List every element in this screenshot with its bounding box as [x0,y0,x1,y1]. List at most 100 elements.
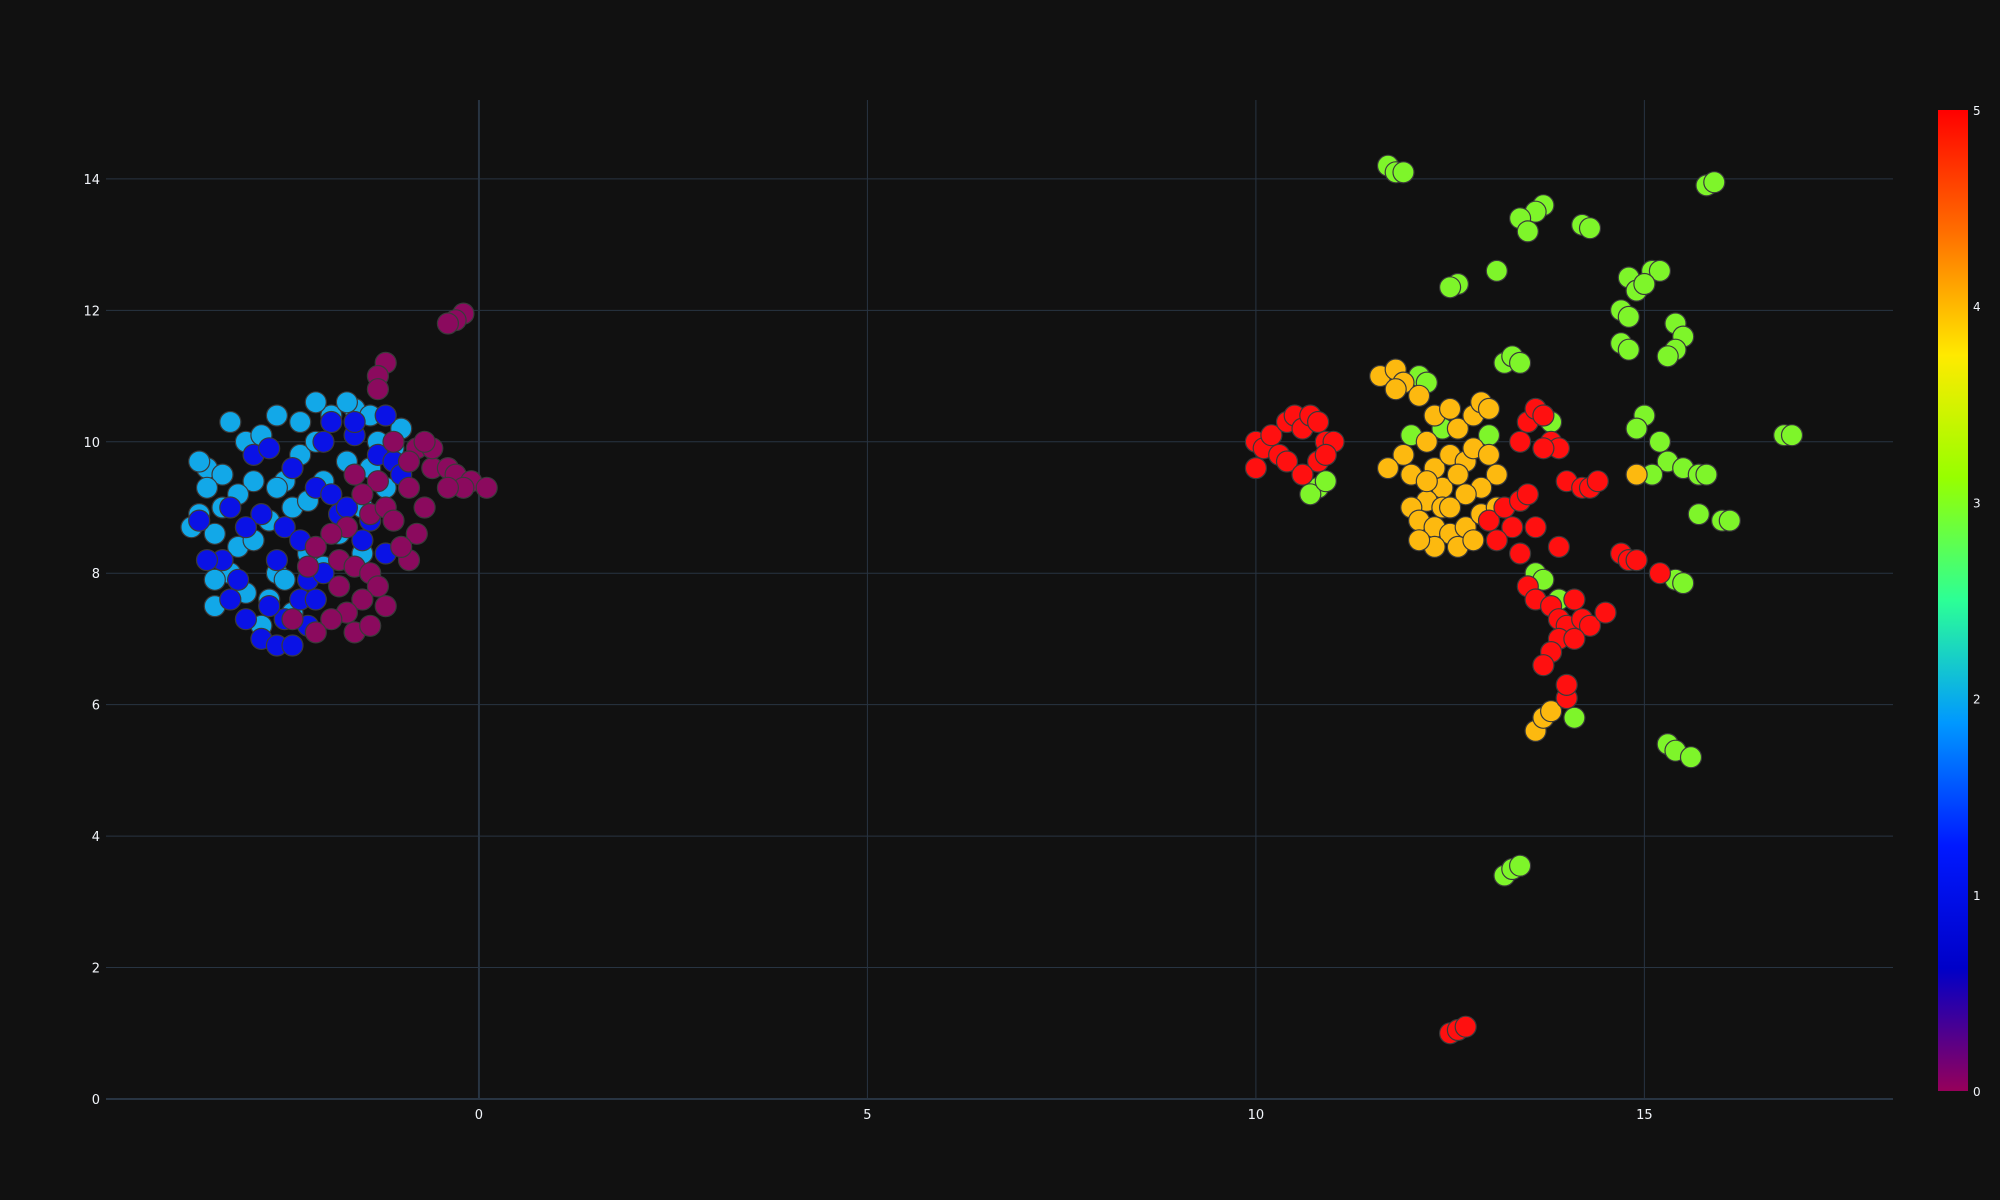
scatter-point [436,476,459,499]
scatter-point [296,555,320,578]
scatter-point [234,608,257,631]
scatter-point [1617,338,1640,361]
scatter-point [1656,345,1679,368]
scatter-point [289,410,312,434]
scatter-point [1477,397,1501,420]
scatter-point [1532,404,1555,427]
scatter-point [1508,854,1532,877]
scatter-point [1687,502,1710,526]
scatter-point [1594,601,1617,624]
scatter-point [413,496,436,519]
scatter-point [1625,548,1648,572]
data-points [180,154,1804,1045]
scatter-point [1563,627,1586,651]
y-tick-label: 0 [92,1093,100,1108]
scatter-point [219,588,242,611]
scatter-point [397,450,421,473]
scatter-point [1516,220,1539,243]
scatter-point [366,575,389,598]
scatter-point [219,496,242,519]
scatter-point [1703,171,1726,194]
scatter-point [1508,542,1532,565]
scatter-point [1679,746,1703,769]
scatter-point [1438,496,1462,519]
scatter-point [374,594,397,618]
scatter-point [304,391,327,414]
scatter-point [1438,397,1462,420]
y-tick-label: 8 [92,567,100,582]
scatter-point [1314,443,1337,466]
scatter-point [281,634,304,657]
scatter-point [1407,384,1431,407]
scatter-point [1718,509,1741,532]
scatter-point [1625,417,1648,440]
scatter-point [366,378,389,401]
scatter-point [320,410,343,434]
scatter-point [1291,463,1314,486]
scatter-point [273,568,296,591]
scatter-point [1780,424,1804,447]
scatter-point [1555,673,1578,697]
scatter-point [258,437,281,460]
scatter-point [273,516,296,539]
scatter-point [1407,529,1431,552]
y-tick-label: 14 [83,173,100,188]
x-tick-label: 5 [863,1108,871,1123]
scatter-point [304,621,327,644]
scatter-point [258,594,281,618]
scatter-point [1446,417,1470,440]
scatter-point [242,470,265,493]
scatter-point [390,535,413,559]
scatter-point [1392,443,1415,466]
scatter-point [351,588,374,611]
scatter-point [1563,588,1586,611]
scatter-point [1625,463,1648,486]
scatter-point [1314,470,1337,493]
colorbar-ticks: 0 1 2 3 4 5 [1973,104,1981,1099]
colorbar-tick-label: 1 [1973,889,1981,903]
scatter-point [304,588,327,611]
scatter-point [195,548,219,572]
scatter-point [1617,305,1640,328]
scatter-point [1648,259,1672,282]
colorbar-tick-label: 3 [1973,496,1981,510]
scatter-point [1586,470,1609,493]
scatter-point [203,522,226,545]
scatter-point [320,522,343,545]
scatter-point [351,529,374,552]
scatter-point [1477,509,1501,532]
scatter-point [351,483,374,506]
scatter-point [1539,700,1563,723]
scatter-point [1454,1015,1477,1038]
scatter-point [366,470,389,493]
scatter-point [1454,483,1477,506]
scatter-point [1299,483,1322,506]
y-tick-label: 2 [92,962,100,977]
scatter-point [1415,470,1438,493]
scatter-point [1462,529,1485,552]
scatter-point [397,476,421,499]
scatter-point [1438,276,1462,299]
scatter-point [250,502,273,526]
scatter-point [320,608,343,631]
scatter-point [1648,562,1672,585]
scatter-point [1485,463,1508,486]
scatter-point [195,476,219,499]
scatter-point [188,509,211,532]
y-tick-label: 12 [83,304,100,319]
scatter-point [382,509,405,532]
scatter-point [1392,161,1415,184]
scatter-point [1672,571,1695,595]
scatter-point [1578,614,1602,637]
scatter-point [281,608,304,631]
scatter-point [359,614,382,637]
colorbar-tick-label: 5 [1973,104,1981,118]
scatter-point [1260,424,1283,447]
y-tick-label: 4 [92,830,100,845]
scatter-point [265,404,288,427]
scatter-point [1477,443,1501,466]
scatter-point [265,548,288,572]
colorbar-tick-label: 0 [1973,1085,1981,1099]
scatter-point [335,391,358,414]
scatter-point [1508,430,1532,453]
